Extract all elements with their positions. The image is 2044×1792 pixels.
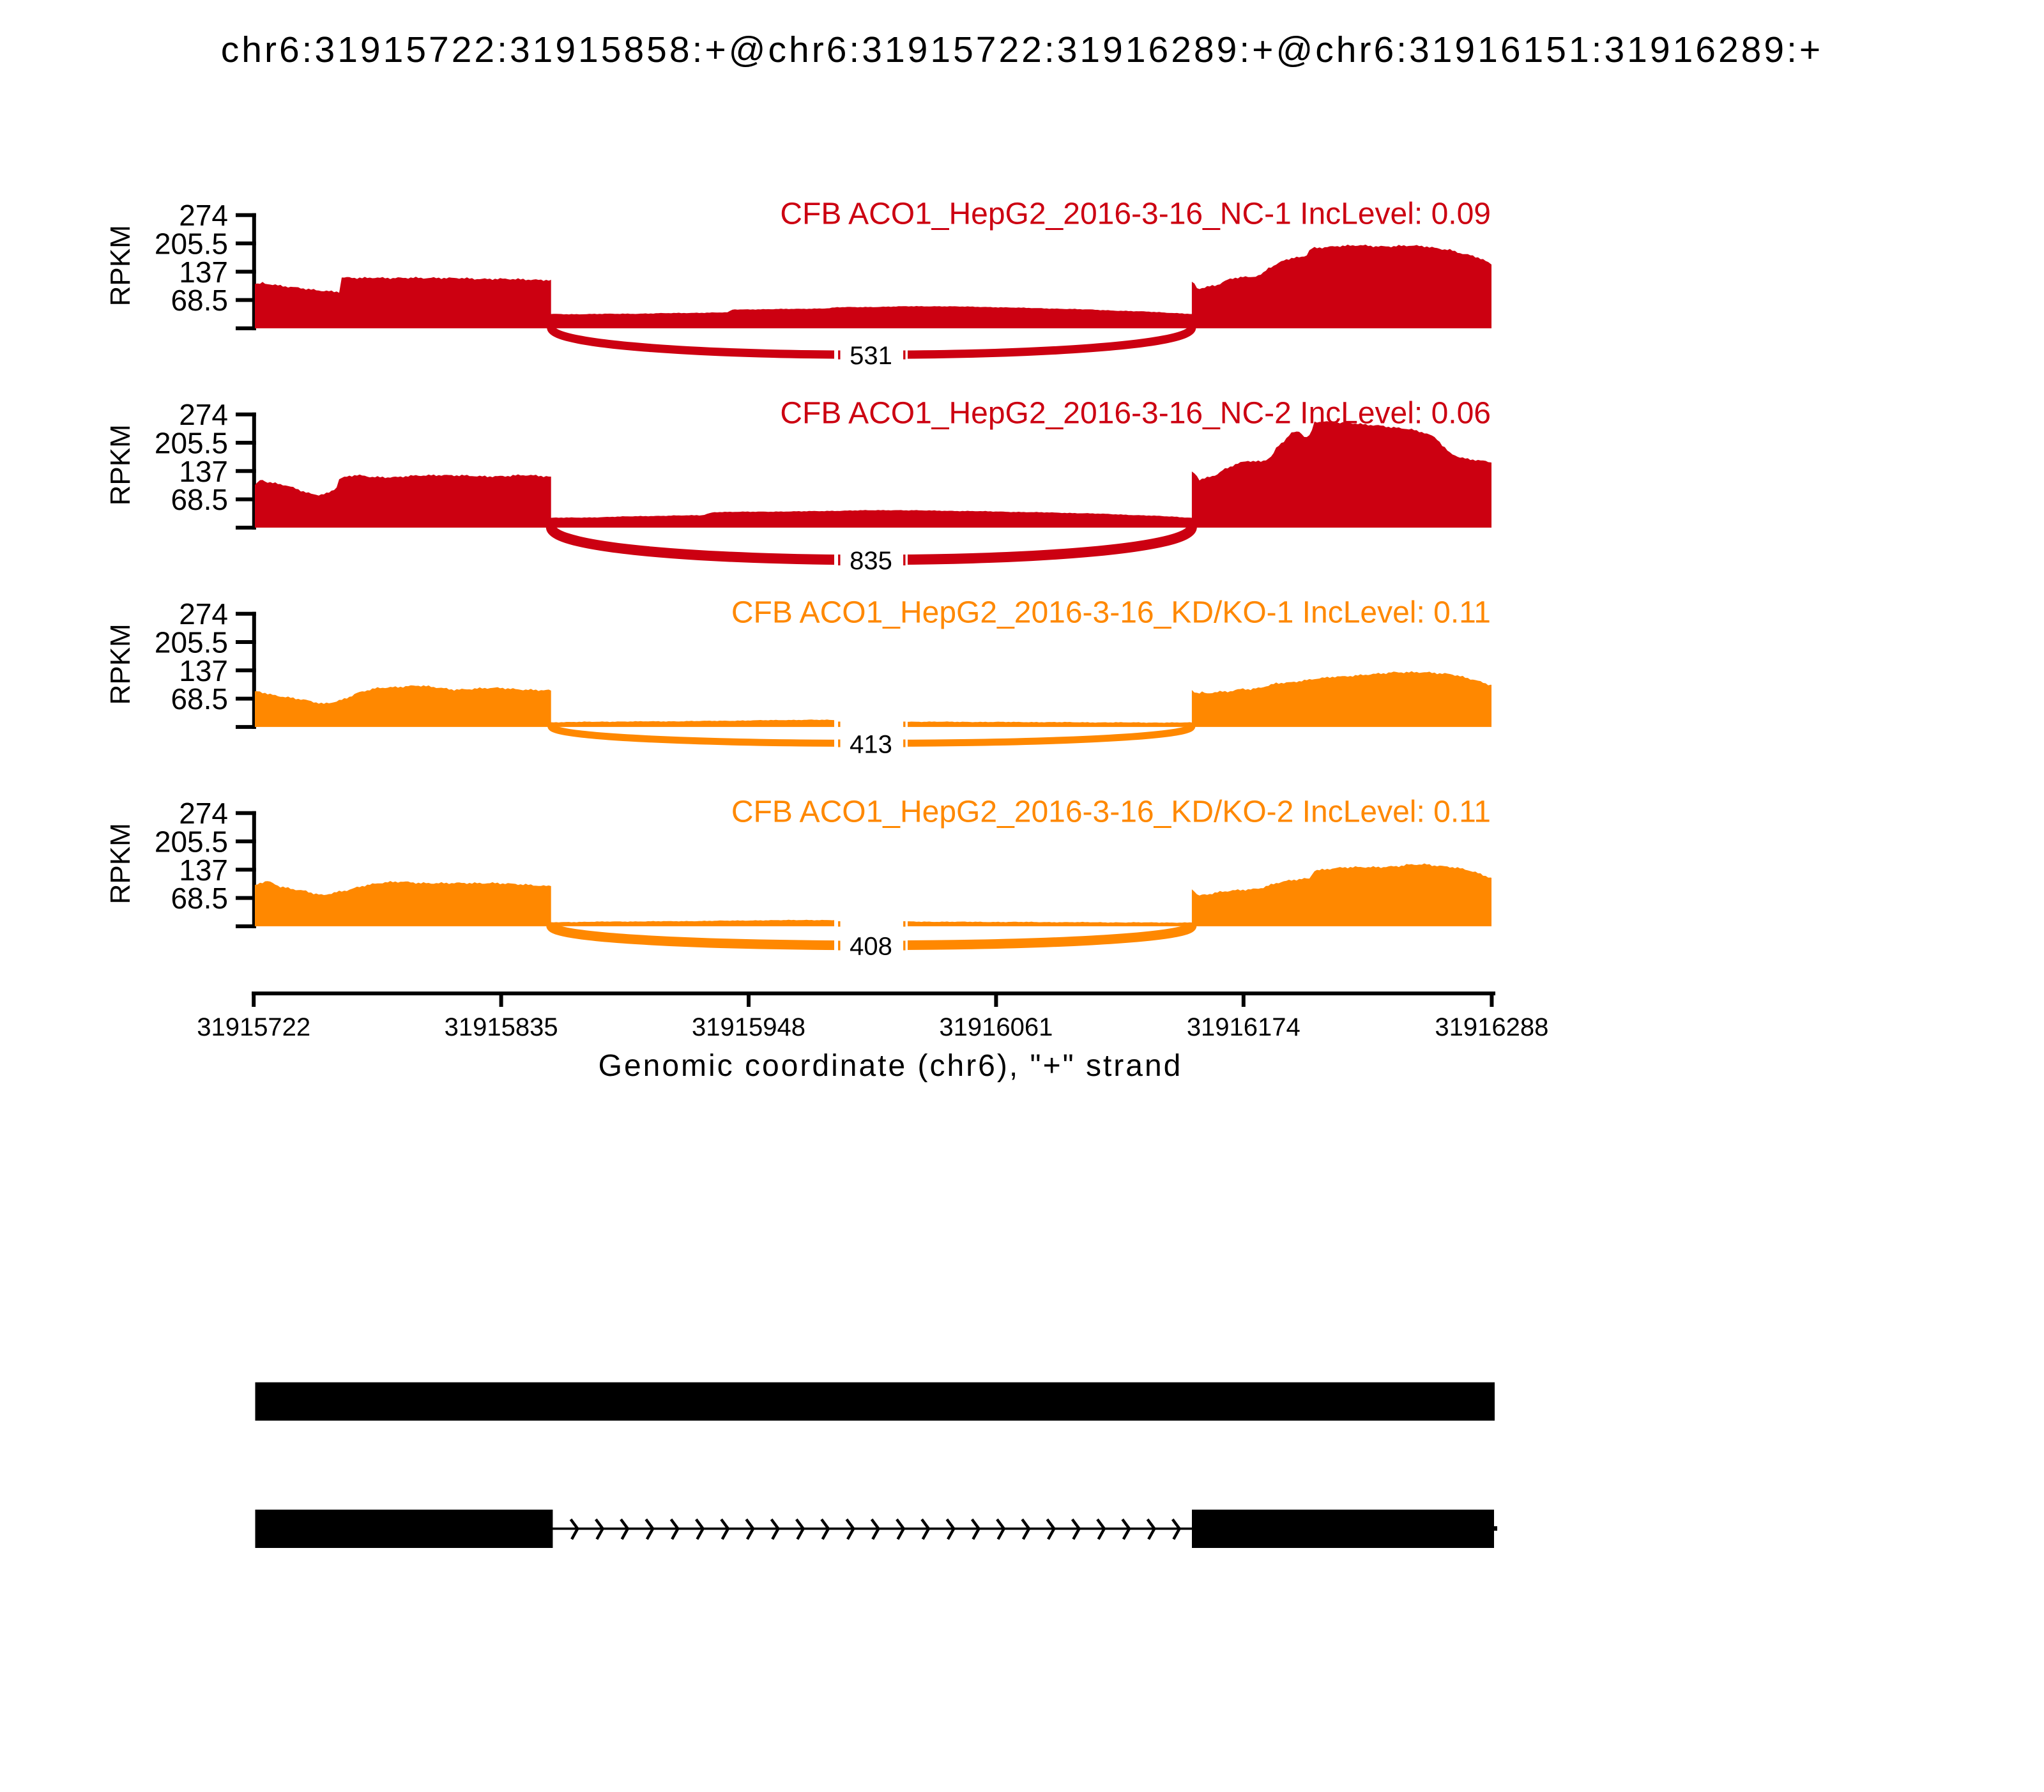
svg-text:531: 531 <box>850 342 892 370</box>
svg-text:274: 274 <box>179 398 228 431</box>
svg-text:CFB ACO1_HepG2_2016-3-16_KD/KO: CFB ACO1_HepG2_2016-3-16_KD/KO-1 IncLeve… <box>731 596 1491 630</box>
svg-text:68.5: 68.5 <box>171 682 228 716</box>
svg-text:CFB ACO1_HepG2_2016-3-16_NC-2: CFB ACO1_HepG2_2016-3-16_NC-2 IncLevel: … <box>780 397 1491 431</box>
svg-text:413: 413 <box>850 730 892 758</box>
svg-text:137: 137 <box>179 455 228 488</box>
svg-text:31915835: 31915835 <box>445 1013 558 1041</box>
svg-text:68.5: 68.5 <box>171 284 228 317</box>
svg-text:68.5: 68.5 <box>171 882 228 915</box>
svg-text:274: 274 <box>179 597 228 631</box>
svg-text:RPKM: RPKM <box>105 225 136 306</box>
svg-text:RPKM: RPKM <box>105 823 136 904</box>
svg-text:RPKM: RPKM <box>105 424 136 505</box>
svg-text:137: 137 <box>179 256 228 289</box>
svg-text:408: 408 <box>850 933 892 961</box>
svg-text:274: 274 <box>179 797 228 830</box>
svg-text:31916288: 31916288 <box>1435 1013 1548 1041</box>
svg-text:Genomic coordinate (chr6), "+": Genomic coordinate (chr6), "+" strand <box>599 1049 1183 1083</box>
svg-text:chr6:31915722:31915858:+@chr6:: chr6:31915722:31915858:+@chr6:31915722:3… <box>221 29 1823 70</box>
svg-text:31916174: 31916174 <box>1187 1013 1300 1041</box>
svg-text:274: 274 <box>179 199 228 232</box>
svg-text:205.5: 205.5 <box>155 825 228 859</box>
svg-text:205.5: 205.5 <box>155 427 228 460</box>
svg-text:31915722: 31915722 <box>197 1013 310 1041</box>
svg-text:31916061: 31916061 <box>939 1013 1053 1041</box>
svg-text:205.5: 205.5 <box>155 626 228 659</box>
svg-text:137: 137 <box>179 654 228 687</box>
svg-text:31915948: 31915948 <box>692 1013 805 1041</box>
svg-text:CFB ACO1_HepG2_2016-3-16_KD/KO: CFB ACO1_HepG2_2016-3-16_KD/KO-2 IncLeve… <box>731 795 1491 829</box>
svg-text:835: 835 <box>850 547 892 575</box>
svg-text:RPKM: RPKM <box>105 624 136 705</box>
svg-text:68.5: 68.5 <box>171 483 228 516</box>
svg-text:137: 137 <box>179 854 228 887</box>
svg-text:CFB ACO1_HepG2_2016-3-16_NC-1: CFB ACO1_HepG2_2016-3-16_NC-1 IncLevel: … <box>780 197 1491 231</box>
svg-text:205.5: 205.5 <box>155 227 228 261</box>
